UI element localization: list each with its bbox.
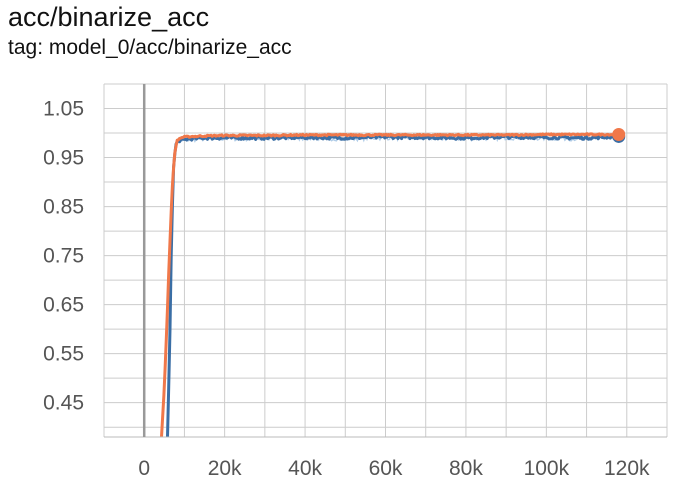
y-tick-label: 0.55 bbox=[43, 343, 84, 366]
y-tick-label: 0.65 bbox=[43, 294, 84, 317]
x-tick-label: 40k bbox=[288, 457, 322, 480]
series-lines bbox=[160, 127, 626, 438]
x-tick-label: 0 bbox=[138, 457, 150, 480]
chart-title: acc/binarize_acc bbox=[8, 2, 210, 32]
chart-tag: tag: model_0/acc/binarize_acc bbox=[8, 36, 292, 59]
y-tick-label: 0.75 bbox=[43, 245, 84, 268]
grid bbox=[103, 83, 668, 437]
x-tick-label: 60k bbox=[369, 457, 403, 480]
axes: 0.45 0.55 0.65 0.75 0.85 0.95 1.05 0 20k 40k 60k 80… bbox=[43, 84, 667, 480]
x-tick-label: 120k bbox=[604, 457, 650, 480]
y-tick-label: 0.45 bbox=[43, 392, 84, 415]
raw-series-line bbox=[160, 131, 619, 438]
y-tick-label: 1.05 bbox=[43, 98, 84, 121]
x-tick-label: 20k bbox=[208, 457, 242, 480]
raw-series bbox=[160, 131, 619, 438]
raw-series-line bbox=[166, 133, 619, 438]
y-tick-label: 0.85 bbox=[43, 196, 84, 219]
x-tick-label: 100k bbox=[524, 457, 570, 480]
x-tick-label: 80k bbox=[449, 457, 483, 480]
series-end-marker bbox=[612, 127, 626, 141]
series-line bbox=[160, 132, 620, 438]
y-tick-label: 0.95 bbox=[43, 147, 84, 170]
series-line bbox=[166, 133, 620, 438]
